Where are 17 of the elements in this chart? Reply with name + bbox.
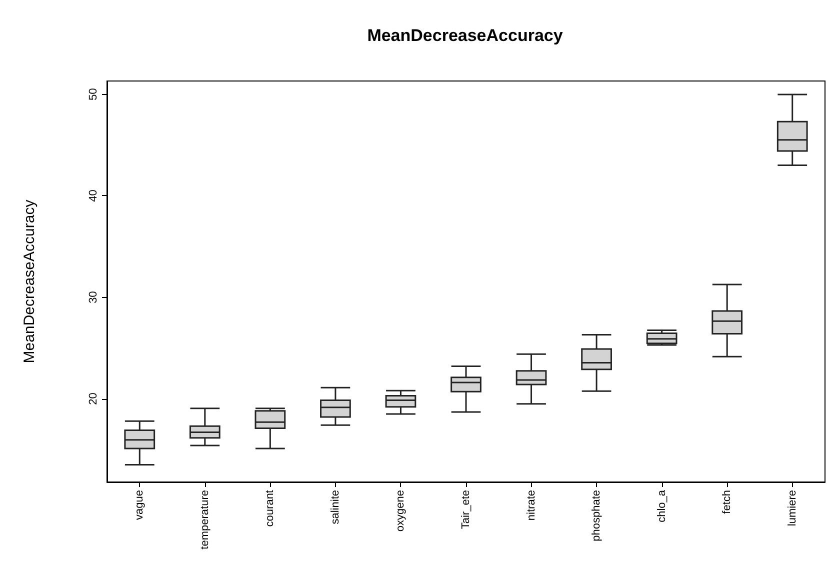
x-tick-label: temperature xyxy=(198,490,211,550)
x-tick-label: Tair_ete xyxy=(460,490,472,530)
x-tick-label: courant xyxy=(264,490,276,527)
x-tick-label: lumiere xyxy=(786,490,798,526)
y-tick-label: 20 xyxy=(88,392,100,405)
x-tick-label: salinite xyxy=(329,490,342,524)
x-tick-label: oxygene xyxy=(394,490,407,532)
x-tick-label: nitrate xyxy=(525,490,538,521)
y-axis-title: MeanDecreaseAccuracy xyxy=(21,199,38,364)
x-tick-label: fetch xyxy=(721,490,734,514)
x-tick-label: vague xyxy=(134,490,146,520)
y-tick-label: 30 xyxy=(88,291,100,304)
x-tick-label: chlo_a xyxy=(656,489,668,522)
x-tick-label: phosphate xyxy=(590,490,603,542)
chart-title: MeanDecreaseAccuracy xyxy=(367,26,564,45)
y-tick-label: 50 xyxy=(88,88,100,100)
y-tick-label: 40 xyxy=(88,190,100,202)
